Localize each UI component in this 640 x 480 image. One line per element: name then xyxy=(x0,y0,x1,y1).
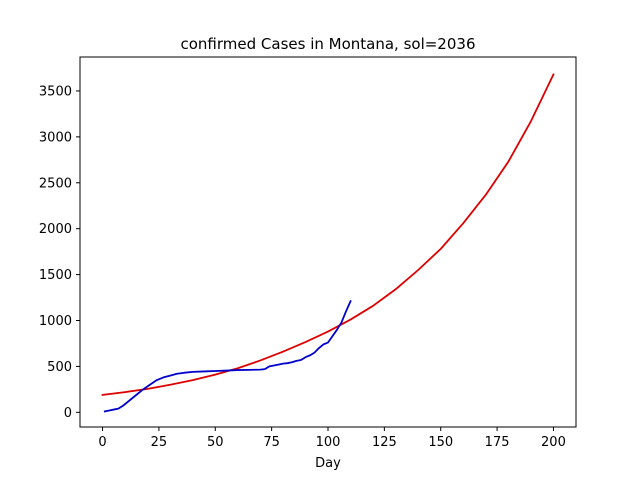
x-tick-label: 175 xyxy=(485,435,510,450)
x-tick-label: 25 xyxy=(151,435,168,450)
y-axis: 0 500 1000 1500 2000 2500 3000 3500 xyxy=(39,84,80,421)
x-tick-label: 100 xyxy=(316,435,341,450)
y-tick-label: 0 xyxy=(64,406,72,421)
x-tick-label: 150 xyxy=(428,435,453,450)
series-line-0 xyxy=(101,73,555,396)
x-tick-label: 125 xyxy=(372,435,397,450)
y-tick-label: 500 xyxy=(47,360,72,375)
x-tick-label: 0 xyxy=(98,435,106,450)
y-tick-label: 3500 xyxy=(39,84,72,99)
x-tick-label: 200 xyxy=(541,435,566,450)
y-tick-label: 1500 xyxy=(39,268,72,283)
y-tick-label: 2000 xyxy=(39,222,72,237)
x-tick-label: 50 xyxy=(207,435,224,450)
y-tick-label: 2500 xyxy=(39,176,72,191)
x-axis-label: Day xyxy=(315,456,341,471)
chart-title: confirmed Cases in Montana, sol=2036 xyxy=(181,35,476,53)
y-tick-label: 3000 xyxy=(39,130,72,145)
y-tick-label: 1000 xyxy=(39,314,72,329)
series-line-1 xyxy=(103,300,352,413)
x-tick-label: 75 xyxy=(263,435,280,450)
x-axis: 0 25 50 75 100 125 150 175 200 xyxy=(98,427,566,450)
series-layer xyxy=(101,73,555,413)
